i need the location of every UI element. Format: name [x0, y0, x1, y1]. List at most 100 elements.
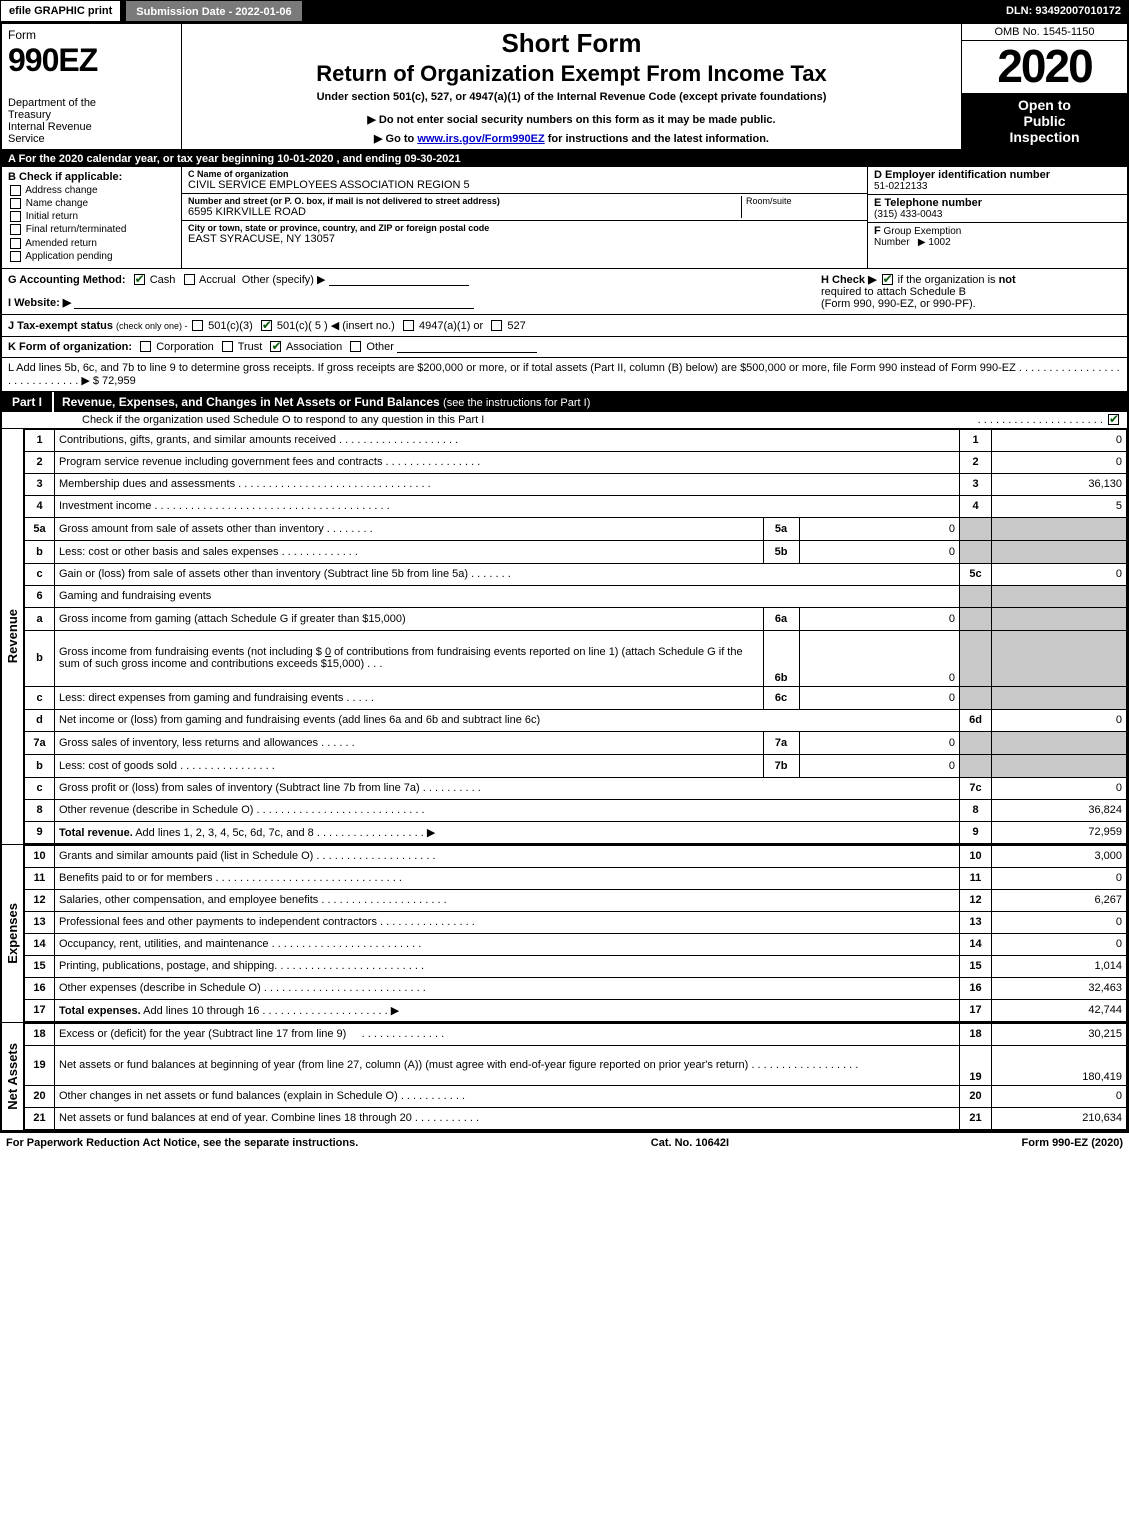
chk-corporation[interactable] [140, 341, 151, 352]
goto-line: ▶ Go to www.irs.gov/Form990EZ for instru… [190, 132, 953, 145]
chk-trust[interactable] [222, 341, 233, 352]
page-footer: For Paperwork Reduction Act Notice, see … [0, 1133, 1129, 1153]
c-addr-value: 6595 KIRKVILLE ROAD [188, 206, 306, 218]
chk-cash[interactable] [134, 274, 145, 285]
c-room-label: Room/suite [741, 196, 861, 218]
chk-other-org[interactable] [350, 341, 361, 352]
line-11: 11Benefits paid to or for members . . . … [25, 867, 1127, 889]
expenses-table: 10Grants and similar amounts paid (list … [24, 845, 1127, 1022]
line-21: 21Net assets or fund balances at end of … [25, 1107, 1127, 1129]
top-bar: efile GRAPHIC print Submission Date - 20… [0, 0, 1129, 22]
footer-mid: Cat. No. 10642I [651, 1137, 729, 1149]
chk-amended-return[interactable]: Amended return [8, 238, 175, 249]
arrow-icon: ▶ [918, 237, 926, 248]
line-6d: dNet income or (loss) from gaming and fu… [25, 709, 1127, 731]
revenue-section: Revenue 1Contributions, gifts, grants, a… [2, 429, 1127, 845]
net-assets-side-label: Net Assets [5, 1043, 20, 1110]
omb-number: OMB No. 1545-1150 [962, 24, 1127, 41]
revenue-table: 1Contributions, gifts, grants, and simil… [24, 429, 1127, 844]
line-20: 20Other changes in net assets or fund ba… [25, 1085, 1127, 1107]
goto-pre: ▶ Go to [374, 133, 417, 145]
chk-501c3[interactable] [192, 320, 203, 331]
goto-post: for instructions and the latest informat… [545, 133, 769, 145]
c-name-value: CIVIL SERVICE EMPLOYEES ASSOCIATION REGI… [188, 179, 470, 191]
col-d-e-f: D Employer identification number 51-0212… [867, 167, 1127, 268]
return-title: Return of Organization Exempt From Incom… [190, 61, 953, 87]
open-public-inspection: Open toPublicInspection [962, 93, 1127, 149]
d-ein-value: 51-0212133 [874, 181, 927, 192]
dln-label: DLN: 93492007010172 [998, 0, 1129, 22]
header-left: Form 990EZ Department of theTreasuryInte… [2, 24, 182, 149]
form-container: Form 990EZ Department of theTreasuryInte… [0, 22, 1129, 1133]
b-header: B Check if applicable: [8, 171, 175, 183]
line-5c: cGain or (loss) from sale of assets othe… [25, 563, 1127, 585]
c-addr-label: Number and street (or P. O. box, if mail… [188, 196, 741, 206]
net-assets-table: 18Excess or (deficit) for the year (Subt… [24, 1023, 1127, 1130]
efile-print-button[interactable]: efile GRAPHIC print [0, 0, 121, 22]
part-i-header: Part I Revenue, Expenses, and Changes in… [2, 392, 1127, 412]
line-14: 14Occupancy, rent, utilities, and mainte… [25, 933, 1127, 955]
form-word: Form [8, 28, 175, 42]
block-b-to-f: B Check if applicable: Address change Na… [2, 167, 1127, 269]
line-5b: bLess: cost or other basis and sales exp… [25, 540, 1127, 563]
chk-527[interactable] [491, 320, 502, 331]
line-7b: bLess: cost of goods sold . . . . . . . … [25, 754, 1127, 777]
submission-date-button[interactable]: Submission Date - 2022-01-06 [125, 0, 302, 22]
i-website: I Website: ▶ [8, 296, 811, 309]
line-7a: 7aGross sales of inventory, less returns… [25, 731, 1127, 754]
line-1: 1Contributions, gifts, grants, and simil… [25, 429, 1127, 451]
e-phone-value: (315) 433-0043 [874, 209, 942, 220]
tax-year: 2020 [962, 41, 1127, 93]
chk-4947[interactable] [403, 320, 414, 331]
website-input[interactable] [74, 297, 474, 309]
line-17: 17Total expenses. Add lines 10 through 1… [25, 999, 1127, 1021]
other-specify-input[interactable] [329, 274, 469, 286]
c-city-value: EAST SYRACUSE, NY 13057 [188, 233, 335, 245]
net-assets-section: Net Assets 18Excess or (deficit) for the… [2, 1023, 1127, 1131]
chk-address-change[interactable]: Address change [8, 185, 175, 196]
under-section: Under section 501(c), 527, or 4947(a)(1)… [190, 91, 953, 103]
line-19: 19Net assets or fund balances at beginni… [25, 1045, 1127, 1085]
chk-final-return[interactable]: Final return/terminated [8, 224, 175, 235]
chk-initial-return[interactable]: Initial return [8, 211, 175, 222]
row-k: K Form of organization: Corporation Trus… [2, 337, 1127, 358]
c-name-label: C Name of organization [188, 169, 861, 179]
row-j: J Tax-exempt status (check only one) - 5… [2, 315, 1127, 337]
e-phone-label: E Telephone number [874, 197, 982, 209]
irs-link[interactable]: www.irs.gov/Form990EZ [417, 133, 544, 145]
line-8: 8Other revenue (describe in Schedule O) … [25, 799, 1127, 821]
line-4: 4Investment income . . . . . . . . . . .… [25, 495, 1127, 517]
expenses-section: Expenses 10Grants and similar amounts pa… [2, 845, 1127, 1023]
revenue-side-label: Revenue [5, 609, 20, 663]
l-gross-receipts: $ 72,959 [93, 375, 136, 387]
line-7c: cGross profit or (loss) from sales of in… [25, 777, 1127, 799]
chk-association[interactable] [270, 341, 281, 352]
d-ein-label: D Employer identification number [874, 169, 1050, 181]
chk-name-change[interactable]: Name change [8, 198, 175, 209]
form-header: Form 990EZ Department of theTreasuryInte… [2, 24, 1127, 151]
line-13: 13Professional fees and other payments t… [25, 911, 1127, 933]
chk-accrual[interactable] [184, 274, 195, 285]
form-number: 990EZ [8, 42, 175, 79]
line-2: 2Program service revenue including gover… [25, 451, 1127, 473]
part-i-sub: Check if the organization used Schedule … [2, 412, 1127, 429]
footer-left: For Paperwork Reduction Act Notice, see … [6, 1137, 358, 1149]
g-accounting: G Accounting Method: Cash Accrual Other … [8, 273, 811, 286]
chk-application-pending[interactable]: Application pending [8, 251, 175, 262]
row-a-tax-year: A For the 2020 calendar year, or tax yea… [2, 151, 1127, 167]
chk-501c[interactable] [261, 320, 272, 331]
line-12: 12Salaries, other compensation, and empl… [25, 889, 1127, 911]
chk-schedule-b[interactable] [882, 274, 893, 285]
col-b-checkboxes: B Check if applicable: Address change Na… [2, 167, 182, 268]
part-i-tag: Part I [2, 392, 54, 412]
line-10: 10Grants and similar amounts paid (list … [25, 845, 1127, 867]
chk-schedule-o[interactable] [1108, 414, 1119, 425]
line-6b: bGross income from fundraising events (n… [25, 630, 1127, 686]
line-6c: cLess: direct expenses from gaming and f… [25, 686, 1127, 709]
line-6a: aGross income from gaming (attach Schedu… [25, 607, 1127, 630]
c-city-label: City or town, state or province, country… [188, 223, 861, 233]
header-mid: Short Form Return of Organization Exempt… [182, 24, 962, 149]
line-15: 15Printing, publications, postage, and s… [25, 955, 1127, 977]
other-org-input[interactable] [397, 341, 537, 353]
line-6: 6Gaming and fundraising events [25, 585, 1127, 607]
